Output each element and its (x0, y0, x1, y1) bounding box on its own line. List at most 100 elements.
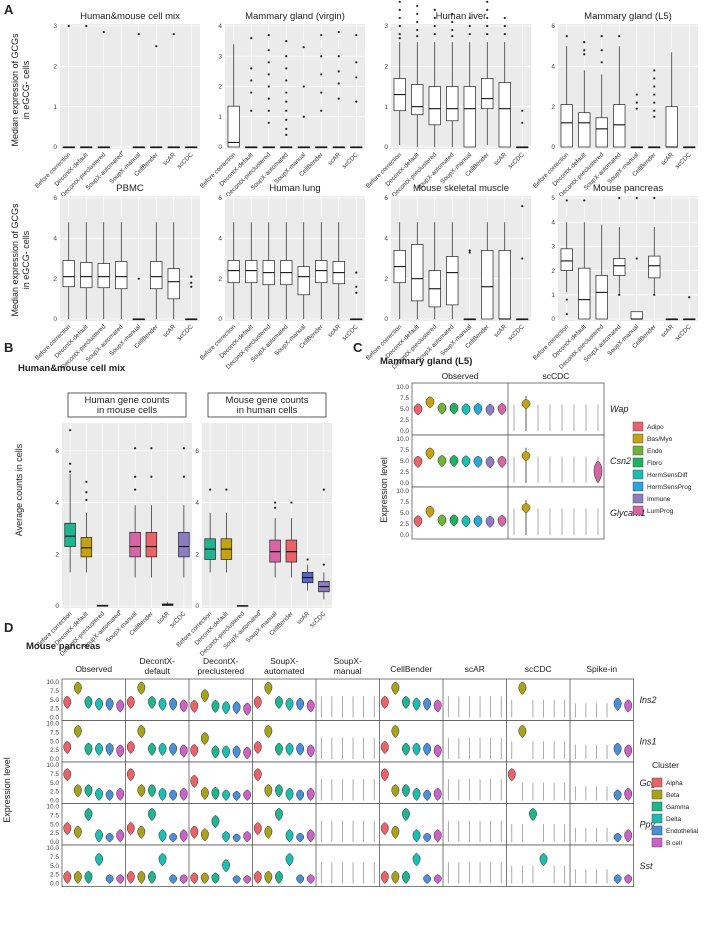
panel-d-ytick-label: 2.5 (50, 830, 59, 837)
panel-a-1-outlier (250, 37, 253, 40)
panel-a-3-outlier (600, 49, 603, 52)
panel-d-column-header-5: CellBender (390, 664, 432, 674)
panel-c-violin-observed (425, 396, 435, 409)
panel-a-5-box-0 (227, 260, 240, 284)
panel-a-ylabel-bottom-line2: in eGCG- cells (21, 230, 31, 289)
panel-a-4-box-3 (115, 261, 128, 290)
panel-a-0-ytick-label: 3 (53, 23, 57, 30)
panel-a-1-outlier (267, 121, 270, 124)
panel-b-1-outlier (274, 506, 277, 509)
panel-d-violin-1-2 (148, 695, 156, 709)
panel-a-7-box-3 (613, 258, 626, 276)
panel-b-0-outlier (85, 498, 88, 502)
panel-a-2-outlier (433, 8, 436, 11)
panel-b-1-outlier (322, 488, 325, 491)
panel-d-violin-5-0 (380, 822, 389, 836)
panel-b-0-outlier (134, 447, 137, 450)
panel-d-violin-0-3 (95, 742, 103, 756)
panel-a-2-outlier (468, 16, 471, 20)
panel-c-legend-label-4: HormSensDiff (647, 472, 688, 479)
panel-d-legend-swatch-4 (651, 825, 663, 836)
panel-d-violin-5-3 (412, 697, 421, 711)
panel-c-violin-observed (497, 403, 507, 416)
panel-d-violin-0-3 (95, 853, 103, 867)
panel-d-violin-3-1 (264, 724, 273, 739)
panel-a-5-ytick-label: 6 (218, 195, 222, 202)
panel-a-1-outlier (355, 33, 358, 37)
panel-d-violin-1-1 (137, 870, 146, 884)
panel-d-violin-5-5 (433, 744, 442, 758)
panel-d-violin-2-2 (211, 745, 220, 759)
panel-a-1-xtick-label-7: scCDC (341, 151, 360, 170)
panel-d-violin-7-3 (539, 853, 548, 867)
panel-d-gene-label-0: Ins2 (640, 695, 657, 705)
panel-d-violin-0-5 (116, 744, 125, 758)
panel-d-violin-2-0 (190, 774, 199, 788)
panel-d-violin-3-3 (285, 829, 294, 843)
panel-d-violin-3-2 (275, 784, 283, 798)
panel-d-violin-5-1 (391, 825, 400, 839)
panel-a-3-outlier (635, 101, 638, 104)
panel-c-violin-observed (425, 447, 435, 460)
panel-c-legend-swatch-1 (632, 433, 644, 444)
panel-a-0-outlier (172, 32, 175, 36)
panel-d-violin-3-3 (285, 697, 294, 711)
panel-a-2-outlier (451, 12, 454, 15)
panel-d-violin-0-1 (73, 724, 82, 739)
panel-d-violin-1-2 (148, 784, 156, 798)
panel-d-violin-1-4 (169, 874, 178, 884)
panel-c-legend-label-6: Immune (647, 496, 671, 503)
panel-d-violin-0-5 (116, 787, 125, 801)
panel-d-violin-1-2 (148, 742, 156, 756)
panel-d-legend-label-0: Alpha (666, 780, 683, 787)
panel-d-column-header-7: scCDC (525, 664, 552, 674)
panel-a-2-outlier (486, 16, 489, 20)
panel-a-3-box-6 (665, 106, 678, 148)
panel-a-1-xtick-label-6: scAR (327, 151, 343, 167)
panel-a-6-xtick-label-7: scCDC (507, 323, 526, 342)
panel-d-violin-3-4 (296, 697, 305, 711)
panel-d-violin-1-0 (126, 695, 135, 709)
panel-d-violin-0-2 (84, 807, 93, 822)
panel-b-0-box-7 (178, 531, 190, 558)
panel-a-4-ytick-label: 0 (53, 316, 57, 323)
panel-a-1-ytick-label: 2 (218, 84, 222, 91)
panel-d-violin-1-2 (148, 870, 156, 884)
panel-c-violin-observed (413, 515, 423, 528)
panel-b-1-title: in human cells (237, 405, 298, 416)
panel-d-ytick-label: 0.0 (50, 756, 59, 763)
panel-d-violin-0-3 (95, 829, 103, 843)
panel-a-2-outlier (416, 28, 419, 32)
panel-d-violin-5-2 (402, 807, 410, 822)
panel-c-violin-observed (485, 456, 495, 469)
panel-c-group: Observed scCDC 0.0 2.5 5.0 7.5 10.0 Wap 0.0 2.5 5.… (396, 371, 692, 540)
panel-a-1-outlier (267, 109, 270, 112)
panel-a-1-outlier (320, 73, 323, 76)
panel-a-6-box-1 (411, 244, 424, 302)
panel-b-0-ytick-label: 6 (55, 448, 59, 455)
panel-a-3-title: Mammary gland (L5) (584, 11, 672, 22)
panel-c-ytick-label: 10.0 (396, 384, 409, 391)
panel-c-legend-swatch-3 (632, 457, 644, 468)
panel-a-7-box-2 (595, 275, 608, 320)
panel-a-4-box-5 (150, 261, 163, 290)
panel-d-title: Mouse pancreas (26, 641, 100, 652)
panel-a-3-ytick-label: 0 (551, 144, 555, 151)
panel-a-2-outlier (451, 20, 454, 24)
panel-a-3-xtick-label-6: scAR (660, 151, 676, 167)
panel-a-1-outlier (355, 100, 358, 103)
panel-a-5-title: Human lung (269, 183, 320, 194)
panel-a-2-box-5 (481, 78, 494, 110)
panel-d-violin-8-4 (613, 789, 622, 801)
panel-b-0-box-0 (64, 522, 76, 547)
panel-a-0-xtick-label-7: scCDC (176, 151, 195, 170)
panel-a-0-outlier (102, 30, 105, 34)
panel-d-ytick-label: 10.0 (46, 721, 59, 728)
panel-a-5-ytick-label: 0 (218, 316, 222, 323)
panel-d-violin-2-0 (190, 825, 199, 839)
panel-a-2-box-3 (446, 86, 459, 122)
panel-b-0-box-4 (129, 531, 141, 558)
panel-c-violin-observed (485, 403, 495, 416)
panel-a-2-ytick-label: 2 (384, 64, 388, 71)
panel-c-violin-sccdc-lumprog (593, 460, 603, 484)
